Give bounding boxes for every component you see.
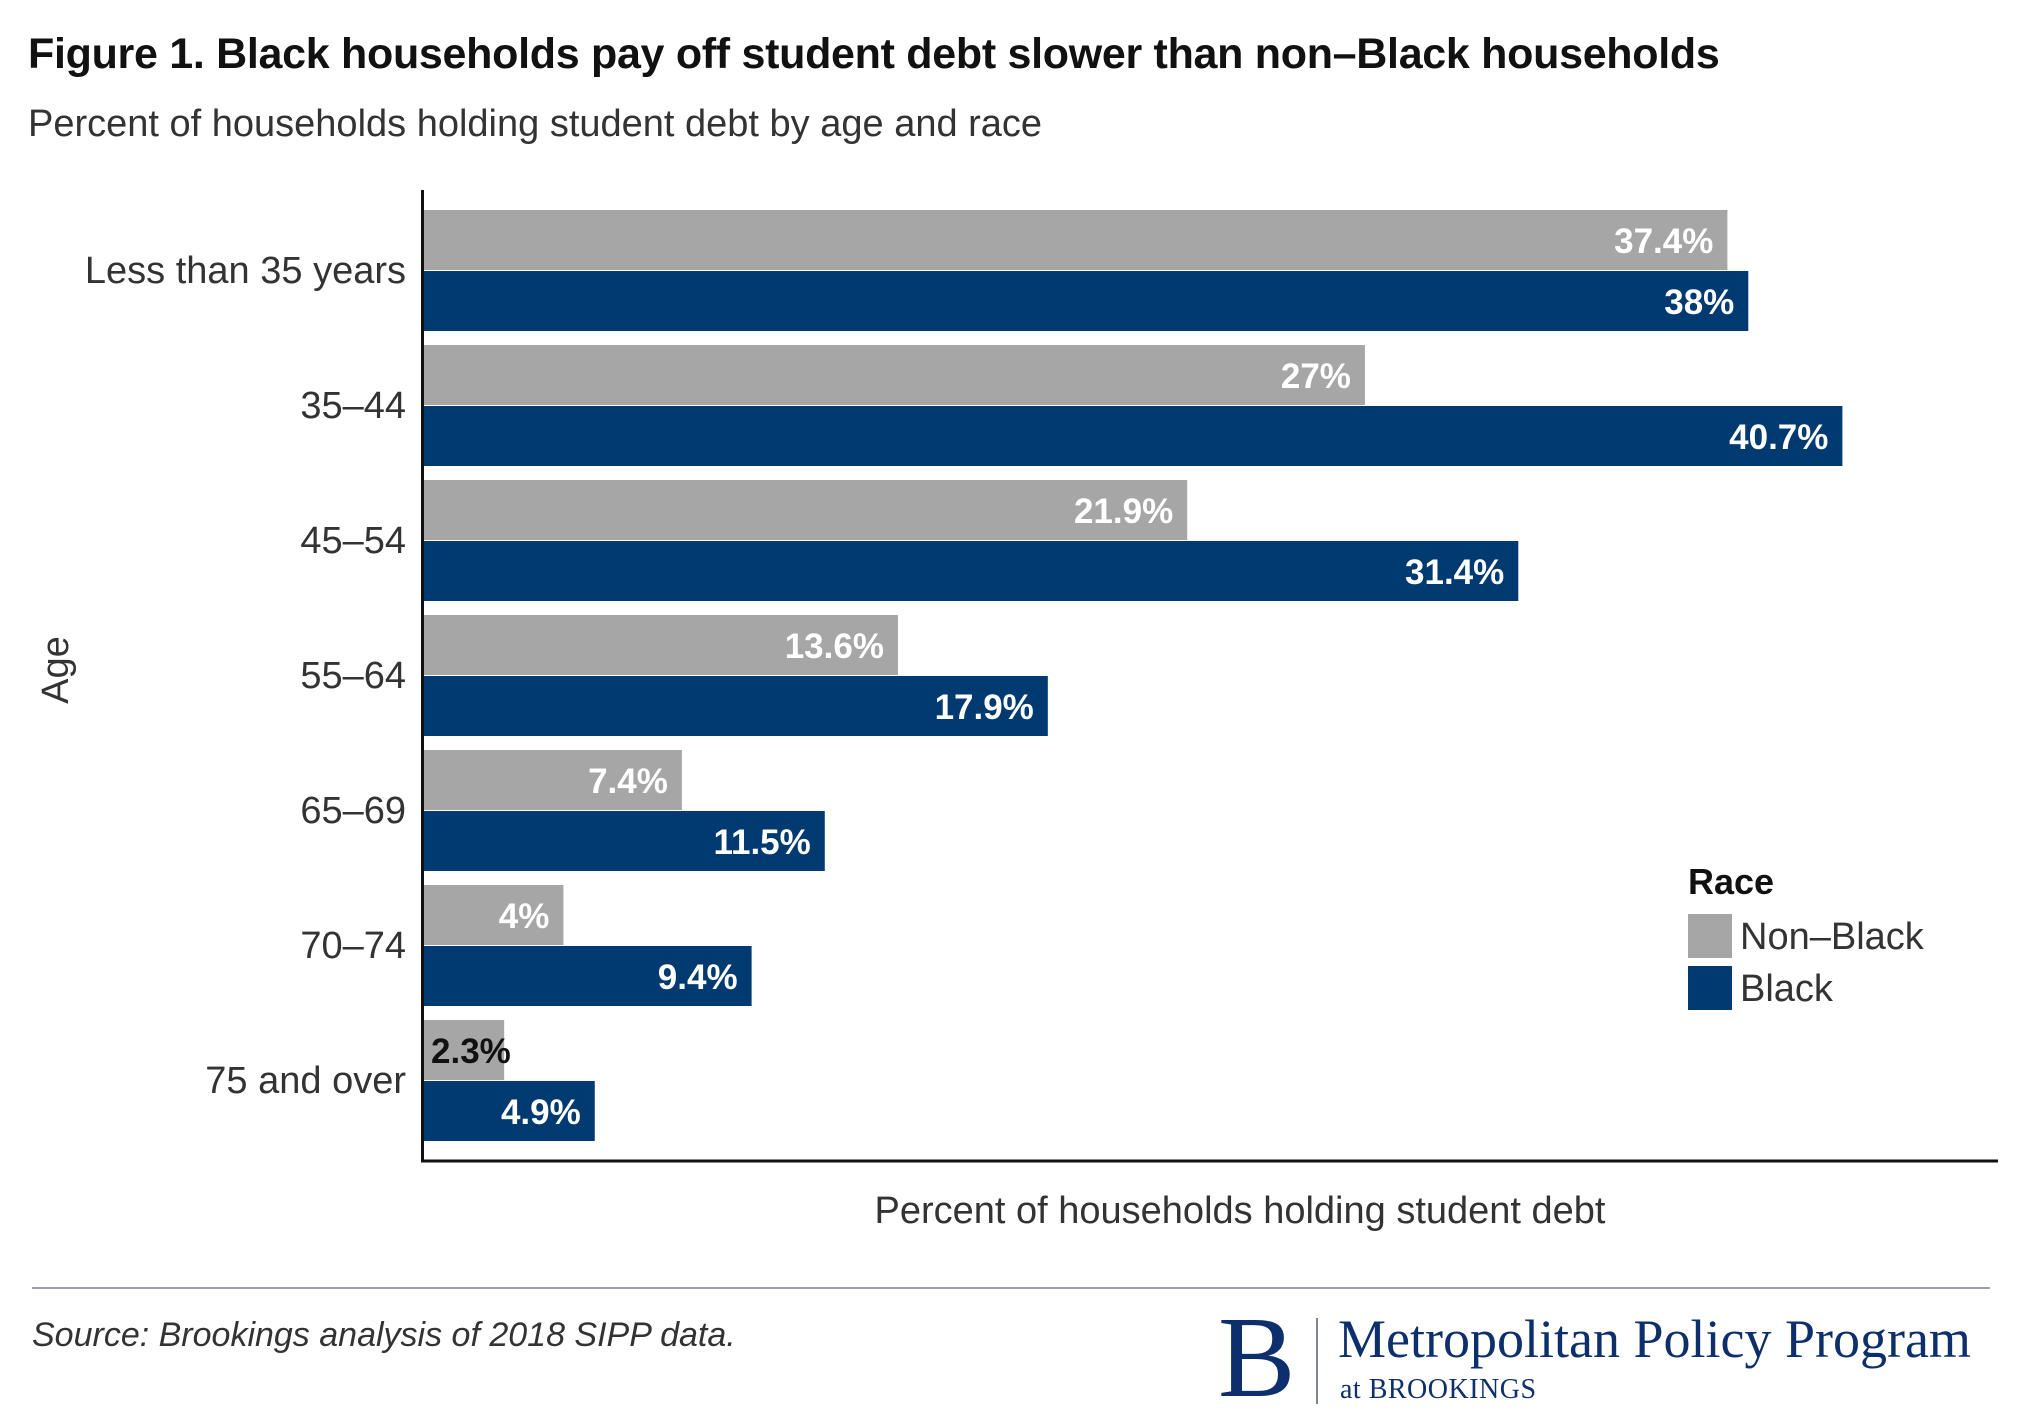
bar-black [424, 811, 825, 871]
bar-black [424, 676, 1048, 736]
data-label: 7.4% [588, 762, 668, 801]
chart-title: Figure 1. Black households pay off stude… [28, 30, 1720, 78]
data-label: 38% [1664, 283, 1734, 322]
data-label: 4% [499, 897, 550, 936]
legend-title: Race [1688, 861, 1774, 902]
data-label: 11.5% [713, 823, 810, 862]
bar-black [424, 541, 1519, 601]
category-label: 45–54 [300, 520, 406, 562]
source-note: Source: Brookings analysis of 2018 SIPP … [32, 1316, 736, 1354]
footer-divider [32, 1287, 1990, 1289]
bar-chart: Less than 35 years 37.4% 38% 35–44 27% 40.7% 4… [35, 190, 1998, 1232]
category-label: Less than 35 years [85, 250, 406, 292]
data-label: 40.7% [1729, 418, 1828, 457]
data-label: 31.4% [1405, 553, 1504, 592]
data-label: 4.9% [501, 1093, 581, 1132]
bar-non-black [424, 345, 1365, 405]
data-label: 27% [1281, 357, 1351, 396]
bar-black [424, 406, 1843, 466]
category-label: 35–44 [300, 385, 406, 427]
chart-subtitle: Percent of households holding student de… [28, 103, 1043, 145]
data-label: 21.9% [1074, 492, 1173, 531]
bar-black [424, 271, 1749, 331]
logo-separator [1316, 1318, 1318, 1404]
bar-black [424, 1081, 595, 1141]
category-label: 70–74 [300, 925, 406, 967]
data-label: 13.6% [785, 627, 884, 666]
bar-non-black [424, 1020, 505, 1080]
program-name: Metropolitan Policy Program [1338, 1309, 1971, 1369]
legend-label: Non–Black [1740, 916, 1925, 958]
bar-non-black [424, 885, 564, 945]
bar-non-black [424, 480, 1188, 540]
bar-non-black [424, 750, 682, 810]
bar-non-black [424, 615, 898, 675]
bar-non-black [424, 210, 1728, 270]
x-axis-title: Percent of households holding student de… [875, 1190, 1606, 1232]
bar-black [424, 946, 752, 1006]
category-label: 65–69 [300, 790, 406, 832]
legend-label: Black [1740, 968, 1834, 1010]
program-subtitle: at BROOKINGS [1340, 1374, 1537, 1405]
category-label: 75 and over [205, 1060, 406, 1102]
data-label: 37.4% [1614, 222, 1713, 261]
y-axis-title: Age [35, 636, 77, 704]
data-label: 9.4% [658, 958, 738, 997]
brookings-logo-mark: B [1218, 1294, 1296, 1422]
category-label: 55–64 [300, 655, 406, 697]
data-label: 2.3% [431, 1032, 511, 1071]
legend-swatch [1688, 966, 1732, 1010]
data-label: 17.9% [935, 688, 1034, 727]
legend-swatch [1688, 914, 1732, 958]
